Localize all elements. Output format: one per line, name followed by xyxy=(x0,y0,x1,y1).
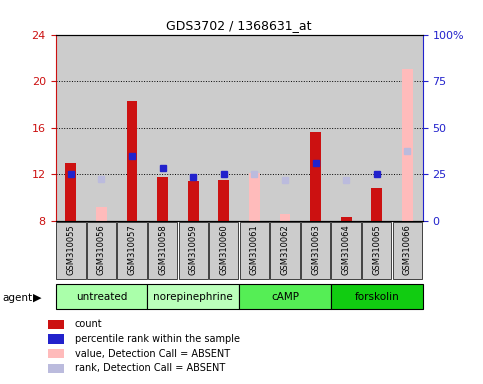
Text: norepinephrine: norepinephrine xyxy=(153,291,233,302)
Text: value, Detection Call = ABSENT: value, Detection Call = ABSENT xyxy=(75,349,230,359)
FancyBboxPatch shape xyxy=(148,222,177,279)
Text: GSM310056: GSM310056 xyxy=(97,224,106,275)
FancyBboxPatch shape xyxy=(209,222,239,279)
Bar xyxy=(117,35,147,221)
Text: rank, Detection Call = ABSENT: rank, Detection Call = ABSENT xyxy=(75,363,225,373)
Text: GSM310055: GSM310055 xyxy=(66,224,75,275)
Bar xyxy=(157,177,168,221)
Bar xyxy=(300,35,331,221)
FancyBboxPatch shape xyxy=(117,222,147,279)
Text: GSM310062: GSM310062 xyxy=(281,224,289,275)
Text: count: count xyxy=(75,319,102,329)
Text: GSM310064: GSM310064 xyxy=(341,224,351,275)
Bar xyxy=(361,35,392,221)
FancyBboxPatch shape xyxy=(331,284,423,309)
Bar xyxy=(127,101,137,221)
Text: GSM310066: GSM310066 xyxy=(403,224,412,275)
Text: GSM310061: GSM310061 xyxy=(250,224,259,275)
Bar xyxy=(280,214,290,221)
Text: GSM310058: GSM310058 xyxy=(158,224,167,275)
Bar xyxy=(178,35,209,221)
Bar xyxy=(56,35,86,221)
Bar xyxy=(270,35,300,221)
Bar xyxy=(341,217,352,221)
Bar xyxy=(86,35,117,221)
FancyBboxPatch shape xyxy=(147,284,239,309)
Bar xyxy=(66,162,76,221)
Bar xyxy=(371,188,382,221)
Bar xyxy=(310,132,321,221)
Text: ▶: ▶ xyxy=(33,293,42,303)
Bar xyxy=(249,173,260,221)
FancyBboxPatch shape xyxy=(240,222,269,279)
Text: GSM310063: GSM310063 xyxy=(311,224,320,275)
Bar xyxy=(402,70,412,221)
Bar xyxy=(209,35,239,221)
FancyBboxPatch shape xyxy=(87,222,116,279)
Bar xyxy=(96,207,107,221)
Text: untreated: untreated xyxy=(76,291,127,302)
Title: GDS3702 / 1368631_at: GDS3702 / 1368631_at xyxy=(166,19,312,32)
FancyBboxPatch shape xyxy=(179,222,208,279)
Text: GSM310059: GSM310059 xyxy=(189,224,198,275)
FancyBboxPatch shape xyxy=(270,222,299,279)
Bar xyxy=(147,35,178,221)
Bar xyxy=(218,180,229,221)
Text: GSM310057: GSM310057 xyxy=(128,224,137,275)
Text: percentile rank within the sample: percentile rank within the sample xyxy=(75,334,240,344)
Bar xyxy=(188,181,199,221)
FancyBboxPatch shape xyxy=(393,222,422,279)
FancyBboxPatch shape xyxy=(362,222,391,279)
FancyBboxPatch shape xyxy=(331,222,361,279)
Bar xyxy=(331,35,361,221)
Bar xyxy=(239,35,270,221)
Text: GSM310060: GSM310060 xyxy=(219,224,228,275)
Bar xyxy=(392,35,423,221)
Text: cAMP: cAMP xyxy=(271,291,299,302)
Text: GSM310065: GSM310065 xyxy=(372,224,381,275)
FancyBboxPatch shape xyxy=(301,222,330,279)
FancyBboxPatch shape xyxy=(56,222,85,279)
FancyBboxPatch shape xyxy=(239,284,331,309)
FancyBboxPatch shape xyxy=(56,284,147,309)
Text: forskolin: forskolin xyxy=(355,291,399,302)
Text: agent: agent xyxy=(2,293,32,303)
